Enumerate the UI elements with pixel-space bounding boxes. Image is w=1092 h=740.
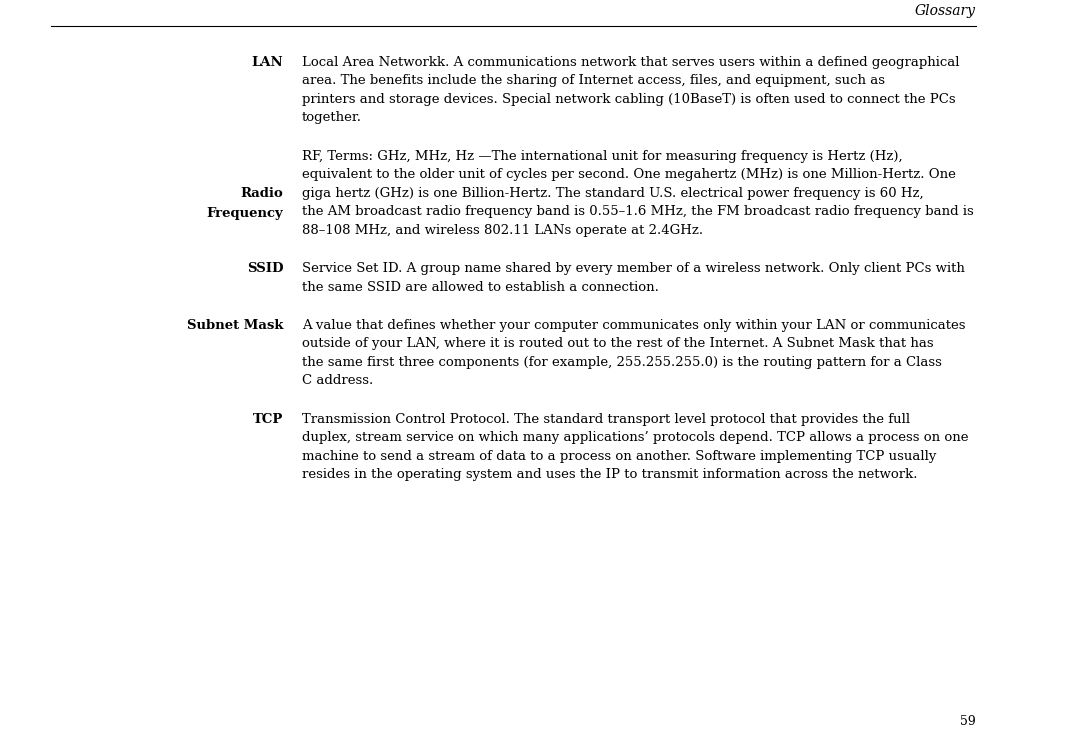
Text: outside of your LAN, where it is routed out to the rest of the Internet. A Subne: outside of your LAN, where it is routed … [302,337,934,351]
Text: Local Area Networkk. A communications network that serves users within a defined: Local Area Networkk. A communications ne… [302,56,960,69]
Text: together.: together. [302,111,361,124]
Text: area. The benefits include the sharing of Internet access, files, and equipment,: area. The benefits include the sharing o… [302,74,885,87]
Text: RF, Terms: GHz, MHz, Hz —The international unit for measuring frequency is Hertz: RF, Terms: GHz, MHz, Hz —The internation… [302,149,903,163]
Text: duplex, stream service on which many applications’ protocols depend. TCP allows : duplex, stream service on which many app… [302,431,969,445]
Text: Radio: Radio [240,186,284,200]
Text: LAN: LAN [252,56,284,69]
Text: Transmission Control Protocol. The standard transport level protocol that provid: Transmission Control Protocol. The stand… [302,413,910,426]
Text: resides in the operating system and uses the IP to transmit information across t: resides in the operating system and uses… [302,468,917,481]
Text: SSID: SSID [247,262,284,275]
Text: giga hertz (GHz) is one Billion-Hertz. The standard U.S. electrical power freque: giga hertz (GHz) is one Billion-Hertz. T… [302,186,924,200]
Text: the same first three components (for example, 255.255.255.0) is the routing patt: the same first three components (for exa… [302,356,942,369]
Text: TCP: TCP [253,413,284,426]
Text: A value that defines whether your computer communicates only within your LAN or : A value that defines whether your comput… [302,319,965,332]
Text: Subnet Mask: Subnet Mask [187,319,284,332]
Text: equivalent to the older unit of cycles per second. One megahertz (MHz) is one Mi: equivalent to the older unit of cycles p… [302,168,956,181]
Text: 88–108 MHz, and wireless 802.11 LANs operate at 2.4GHz.: 88–108 MHz, and wireless 802.11 LANs ope… [302,223,703,237]
Text: the same SSID are allowed to establish a connection.: the same SSID are allowed to establish a… [302,280,658,294]
Text: Service Set ID. A group name shared by every member of a wireless network. Only : Service Set ID. A group name shared by e… [302,262,965,275]
Text: machine to send a stream of data to a process on another. Software implementing : machine to send a stream of data to a pr… [302,450,936,462]
Text: Glossary: Glossary [915,4,975,18]
Text: C address.: C address. [302,374,373,388]
Text: 59: 59 [960,715,975,728]
Text: the AM broadcast radio frequency band is 0.55–1.6 MHz, the FM broadcast radio fr: the AM broadcast radio frequency band is… [302,205,974,218]
Text: Frequency: Frequency [206,207,284,220]
Text: printers and storage devices. Special network cabling (10BaseT) is often used to: printers and storage devices. Special ne… [302,92,956,106]
